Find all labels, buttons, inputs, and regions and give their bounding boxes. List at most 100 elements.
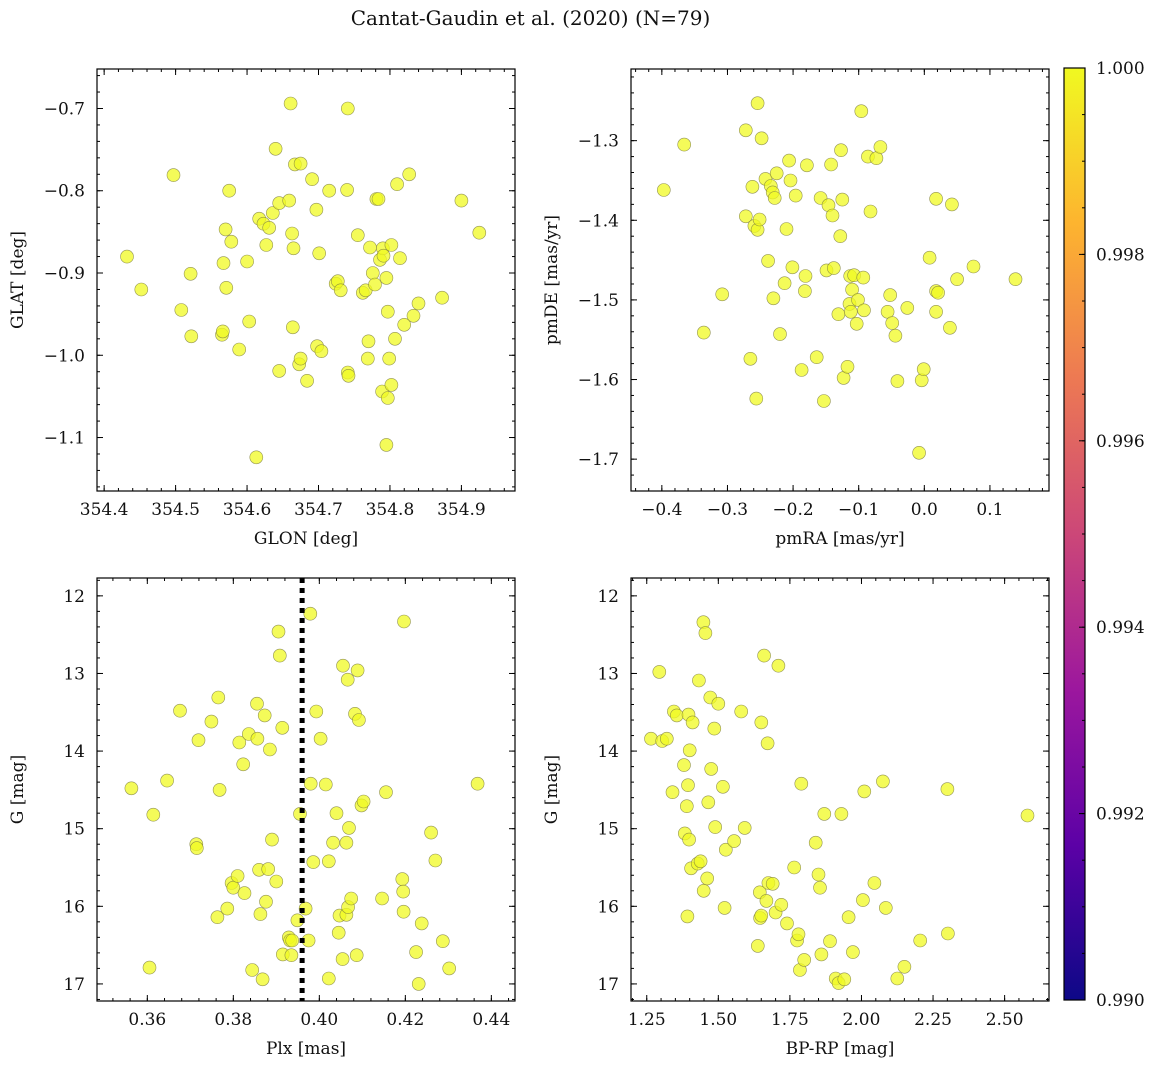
data-point <box>867 876 882 890</box>
data-point <box>380 391 395 405</box>
data-point <box>285 226 299 241</box>
y-tick-label: 14 <box>597 742 619 762</box>
data-point <box>269 874 284 889</box>
data-point <box>765 876 780 891</box>
data-point <box>845 282 859 297</box>
y-axis-label: pmDE [mas/yr] <box>542 215 562 345</box>
data-point <box>897 959 912 974</box>
y-tick-label: −0.9 <box>44 264 85 284</box>
data-point <box>817 807 832 821</box>
y-tick-label: 12 <box>63 587 85 607</box>
panel-glon-glat: 354.4 354.5 354.6 354.7 354.8 354.9 −1.1 −1.0 −0… <box>8 68 516 549</box>
data-point <box>285 320 300 335</box>
data-point <box>230 869 245 883</box>
y-tick-label: −1.3 <box>578 132 619 152</box>
x-tick-label: 354.6 <box>223 500 272 520</box>
data-point <box>738 123 753 138</box>
data-point <box>813 880 827 895</box>
colorbar-tick-label: 0.994 <box>1096 618 1145 638</box>
data-point <box>704 762 719 776</box>
data-point <box>262 221 277 235</box>
data-point <box>761 254 775 268</box>
data-point <box>841 910 856 925</box>
data-point <box>365 266 380 280</box>
data-point <box>835 192 850 207</box>
x-tick-label: −0.2 <box>772 500 813 520</box>
figure-title: Cantat-Gaudin et al. (2020) (N=79) <box>350 6 711 30</box>
data-point <box>707 721 722 736</box>
data-point <box>255 972 270 987</box>
colorbar-gradient <box>1063 67 1086 1001</box>
x-tick-label: 0.38 <box>214 1010 252 1030</box>
data-point <box>146 807 161 822</box>
data-point <box>384 238 399 252</box>
data-point <box>360 351 375 366</box>
axes-frame <box>96 577 516 1002</box>
data-point <box>696 883 711 898</box>
data-point <box>293 156 308 171</box>
x-tick-label: 2.50 <box>986 1010 1024 1030</box>
x-tick-label: 0.36 <box>128 1010 166 1030</box>
panel-pm: −0.4 −0.3 −0.2 −0.1 0.0 0.1 −1.7 −1.6 −1.5 −1.4 −1… <box>542 68 1050 549</box>
data-point <box>435 290 449 305</box>
data-point <box>931 285 945 300</box>
data-point <box>669 708 684 723</box>
data-point <box>333 283 348 298</box>
data-point <box>253 907 268 921</box>
data-point <box>737 821 752 835</box>
data-point <box>340 183 354 197</box>
data-point <box>798 269 813 283</box>
data-point <box>388 331 402 346</box>
data-point <box>275 720 290 735</box>
colorbar-tick-label: 0.992 <box>1096 805 1145 825</box>
data-point <box>782 153 796 168</box>
data-point <box>878 901 893 915</box>
data-point <box>808 835 823 850</box>
data-point <box>250 696 264 711</box>
data-point <box>750 96 765 110</box>
data-point <box>715 287 730 302</box>
data-point <box>677 758 691 772</box>
data-point <box>318 777 333 792</box>
data-point <box>414 916 429 931</box>
data-point <box>885 316 900 330</box>
data-point <box>352 713 366 727</box>
data-point <box>833 229 848 243</box>
data-point <box>393 251 407 266</box>
data-point <box>734 704 749 719</box>
y-tick-label: −1.0 <box>44 346 85 366</box>
data-point <box>814 947 829 962</box>
data-point <box>472 225 487 240</box>
data-point <box>817 394 831 408</box>
data-point <box>190 841 204 855</box>
data-point <box>286 241 301 256</box>
data-point <box>945 197 959 212</box>
x-tick-label: 354.8 <box>366 500 415 520</box>
data-point <box>916 362 931 377</box>
data-point <box>305 172 319 186</box>
data-point <box>849 316 864 331</box>
data-point <box>160 773 174 788</box>
data-point <box>232 342 246 357</box>
axes-frame <box>630 577 1050 1002</box>
y-tick-label: 15 <box>597 820 619 840</box>
data-point <box>341 368 356 383</box>
colorbar-tick-label: 0.990 <box>1096 991 1145 1011</box>
data-point <box>685 715 700 730</box>
data-point <box>825 208 840 223</box>
data-point <box>826 261 841 275</box>
data-point <box>232 735 247 750</box>
data-point <box>696 325 711 340</box>
data-point <box>876 774 890 789</box>
data-point <box>212 783 227 797</box>
data-point <box>300 373 314 388</box>
data-point <box>339 835 354 850</box>
data-point <box>309 202 324 217</box>
data-point <box>966 259 981 274</box>
data-point <box>950 272 964 287</box>
y-tick-label: −1.6 <box>578 371 619 391</box>
data-point <box>379 785 393 800</box>
data-point <box>940 782 955 796</box>
axes-frame <box>96 68 516 492</box>
data-point <box>166 168 181 182</box>
